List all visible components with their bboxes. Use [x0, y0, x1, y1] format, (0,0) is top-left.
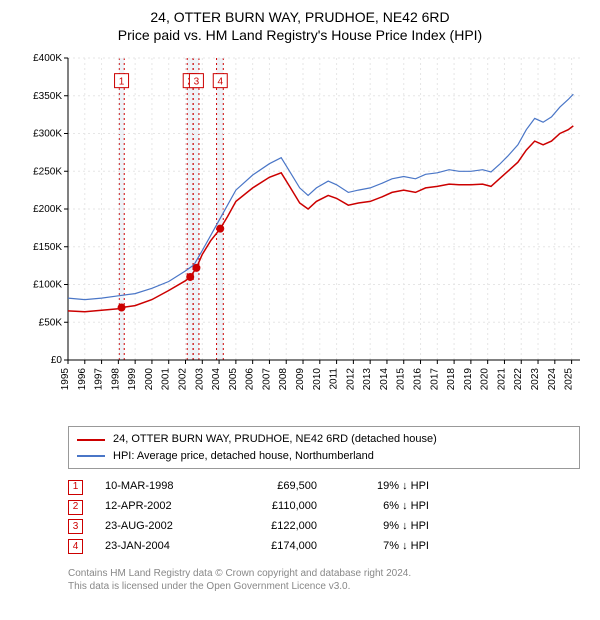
- svg-text:1: 1: [119, 77, 125, 88]
- svg-text:£250K: £250K: [33, 167, 62, 178]
- svg-text:2017: 2017: [429, 368, 440, 391]
- svg-text:2012: 2012: [345, 368, 356, 391]
- sales-row: 1 10-MAR-1998 £69,500 19% ↓ HPI: [68, 477, 586, 497]
- sale-diff: 19% ↓ HPI: [339, 477, 429, 497]
- attribution-line: This data is licensed under the Open Gov…: [68, 580, 586, 594]
- svg-text:2006: 2006: [245, 368, 256, 391]
- svg-text:2004: 2004: [211, 368, 222, 391]
- svg-text:2020: 2020: [480, 368, 491, 391]
- legend-swatch: [77, 455, 105, 457]
- svg-text:2025: 2025: [564, 368, 575, 391]
- sale-diff: 9% ↓ HPI: [339, 517, 429, 537]
- title-address: 24, OTTER BURN WAY, PRUDHOE, NE42 6RD: [14, 8, 586, 26]
- svg-text:£200K: £200K: [33, 204, 62, 215]
- svg-text:1997: 1997: [94, 368, 105, 391]
- sale-marker-box: 2: [68, 500, 83, 515]
- sale-price: £174,000: [237, 537, 317, 557]
- legend-label: 24, OTTER BURN WAY, PRUDHOE, NE42 6RD (d…: [113, 431, 437, 448]
- svg-text:1995: 1995: [60, 368, 71, 391]
- sale-diff: 7% ↓ HPI: [339, 537, 429, 557]
- svg-text:2023: 2023: [530, 368, 541, 391]
- legend-label: HPI: Average price, detached house, Nort…: [113, 448, 374, 465]
- svg-text:£150K: £150K: [33, 242, 62, 253]
- svg-text:2011: 2011: [329, 368, 340, 390]
- sales-row: 2 12-APR-2002 £110,000 6% ↓ HPI: [68, 497, 586, 517]
- svg-text:2013: 2013: [362, 368, 373, 391]
- chart-title: 24, OTTER BURN WAY, PRUDHOE, NE42 6RD Pr…: [14, 8, 586, 44]
- title-subtitle: Price paid vs. HM Land Registry's House …: [14, 26, 586, 44]
- sale-price: £110,000: [237, 497, 317, 517]
- sale-diff: 6% ↓ HPI: [339, 497, 429, 517]
- svg-text:2010: 2010: [312, 368, 323, 391]
- svg-text:2008: 2008: [278, 368, 289, 391]
- svg-text:2018: 2018: [446, 368, 457, 391]
- svg-text:2015: 2015: [396, 368, 407, 391]
- sales-table: 1 10-MAR-1998 £69,500 19% ↓ HPI 2 12-APR-2002…: [68, 477, 586, 556]
- sale-date: 23-JAN-2004: [105, 537, 215, 557]
- sale-marker-box: 4: [68, 539, 83, 554]
- sale-price: £122,000: [237, 517, 317, 537]
- svg-text:£300K: £300K: [33, 129, 62, 140]
- sale-date: 23-AUG-2002: [105, 517, 215, 537]
- svg-text:2007: 2007: [261, 368, 272, 391]
- svg-text:2021: 2021: [496, 368, 507, 391]
- svg-text:2001: 2001: [161, 368, 172, 391]
- sale-price: £69,500: [237, 477, 317, 497]
- svg-text:2016: 2016: [413, 368, 424, 391]
- svg-text:£350K: £350K: [33, 91, 62, 102]
- legend-box: 24, OTTER BURN WAY, PRUDHOE, NE42 6RD (d…: [68, 426, 580, 469]
- svg-text:1998: 1998: [110, 368, 121, 391]
- svg-text:1996: 1996: [77, 368, 88, 391]
- svg-text:2014: 2014: [379, 368, 390, 391]
- svg-text:£50K: £50K: [39, 318, 63, 329]
- svg-text:2002: 2002: [178, 368, 189, 391]
- legend-swatch: [77, 439, 105, 441]
- sale-date: 12-APR-2002: [105, 497, 215, 517]
- svg-text:£0: £0: [51, 355, 63, 366]
- line-chart-svg: £0 £50K £100K £150K £200K £250K £300K £350K £400…: [14, 50, 586, 420]
- svg-text:2019: 2019: [463, 368, 474, 391]
- sales-row: 3 23-AUG-2002 £122,000 9% ↓ HPI: [68, 517, 586, 537]
- legend-item: HPI: Average price, detached house, Nort…: [77, 448, 571, 465]
- chart-area: £0 £50K £100K £150K £200K £250K £300K £350K £400…: [14, 50, 586, 420]
- svg-text:2000: 2000: [144, 368, 155, 391]
- legend-item: 24, OTTER BURN WAY, PRUDHOE, NE42 6RD (d…: [77, 431, 571, 448]
- svg-text:£100K: £100K: [33, 280, 62, 291]
- svg-text:£400K: £400K: [33, 53, 62, 64]
- sale-marker-box: 3: [68, 519, 83, 534]
- svg-text:1999: 1999: [127, 368, 138, 391]
- svg-text:2005: 2005: [228, 368, 239, 391]
- attribution: Contains HM Land Registry data © Crown c…: [68, 567, 586, 594]
- sale-marker-box: 1: [68, 480, 83, 495]
- svg-text:2003: 2003: [194, 368, 205, 391]
- svg-text:2022: 2022: [513, 368, 524, 391]
- svg-text:2024: 2024: [547, 368, 558, 391]
- svg-text:3: 3: [194, 77, 200, 88]
- svg-text:2009: 2009: [295, 368, 306, 391]
- sale-date: 10-MAR-1998: [105, 477, 215, 497]
- sales-row: 4 23-JAN-2004 £174,000 7% ↓ HPI: [68, 537, 586, 557]
- attribution-line: Contains HM Land Registry data © Crown c…: [68, 567, 586, 581]
- svg-text:4: 4: [217, 77, 223, 88]
